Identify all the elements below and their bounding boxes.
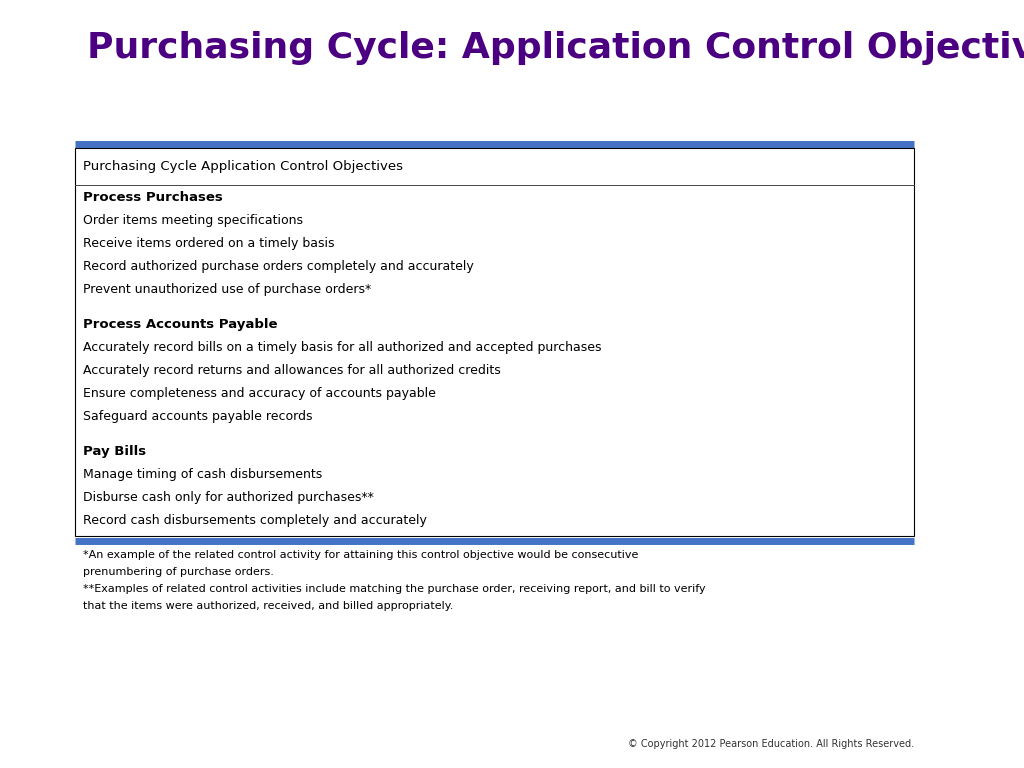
Text: Purchasing Cycle Application Control Objectives: Purchasing Cycle Application Control Obj… [83,160,402,173]
Text: Accurately record returns and allowances for all authorized credits: Accurately record returns and allowances… [83,364,501,377]
Text: Record cash disbursements completely and accurately: Record cash disbursements completely and… [83,514,427,527]
Text: Process Purchases: Process Purchases [83,191,222,204]
Text: *An example of the related control activity for attaining this control objective: *An example of the related control activ… [83,550,638,560]
Text: Manage timing of cash disbursements: Manage timing of cash disbursements [83,468,323,481]
Text: Purchasing Cycle: Application Control Objectives: Purchasing Cycle: Application Control Ob… [87,31,1024,65]
Text: Accurately record bills on a timely basis for all authorized and accepted purcha: Accurately record bills on a timely basi… [83,341,601,354]
Text: © Copyright 2012 Pearson Education. All Rights Reserved.: © Copyright 2012 Pearson Education. All … [629,739,914,749]
Text: **Examples of related control activities include matching the purchase order, re: **Examples of related control activities… [83,584,706,594]
Text: Record authorized purchase orders completely and accurately: Record authorized purchase orders comple… [83,260,474,273]
Text: Process Accounts Payable: Process Accounts Payable [83,318,278,331]
Text: that the items were authorized, received, and billed appropriately.: that the items were authorized, received… [83,601,454,611]
Text: prenumbering of purchase orders.: prenumbering of purchase orders. [83,567,273,577]
Text: Pay Bills: Pay Bills [83,445,146,458]
Text: Prevent unauthorized use of purchase orders*: Prevent unauthorized use of purchase ord… [83,283,371,296]
FancyBboxPatch shape [75,148,914,536]
Text: Safeguard accounts payable records: Safeguard accounts payable records [83,410,312,423]
Text: Receive items ordered on a timely basis: Receive items ordered on a timely basis [83,237,335,250]
Text: Order items meeting specifications: Order items meeting specifications [83,214,303,227]
Text: Ensure completeness and accuracy of accounts payable: Ensure completeness and accuracy of acco… [83,387,436,400]
Text: Disburse cash only for authorized purchases**: Disburse cash only for authorized purcha… [83,491,374,504]
